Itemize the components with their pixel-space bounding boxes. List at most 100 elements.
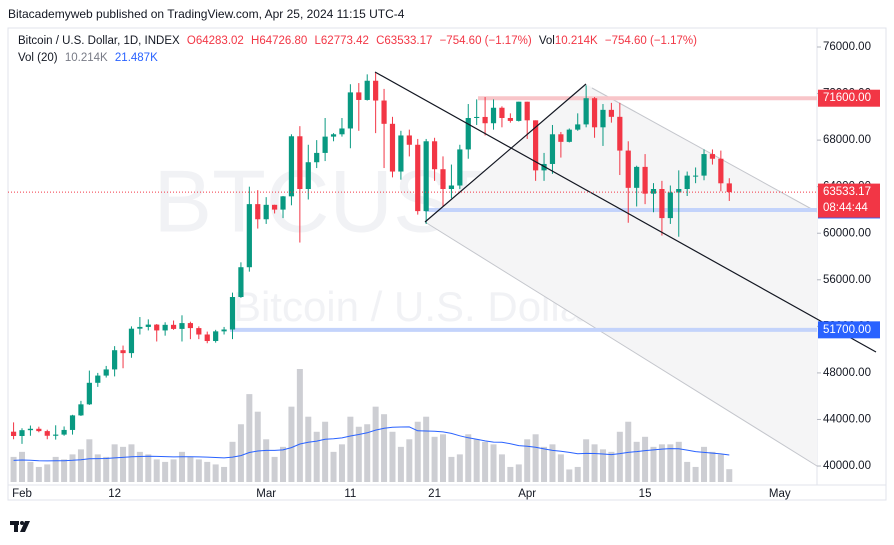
volume-bar (498, 454, 505, 482)
candle-body (558, 134, 564, 142)
volume-bar (305, 416, 312, 482)
candle-body (709, 154, 716, 159)
candle-body (516, 101, 522, 121)
volume-bar (557, 454, 564, 482)
trend-line (374, 71, 877, 353)
volume-bar (120, 446, 127, 482)
legend-close: C63533.17 (376, 35, 433, 47)
volume-bar (397, 446, 404, 482)
candle-body (120, 350, 126, 354)
volume-bar (27, 461, 34, 482)
candle-body (322, 136, 328, 153)
volume-bar (633, 441, 640, 482)
volume-bar (77, 449, 84, 482)
vol-value: 10.214K (64, 52, 108, 64)
candle-body (288, 136, 295, 197)
candle-body (499, 107, 505, 118)
candle-body (507, 117, 513, 121)
candle-body (339, 128, 345, 135)
candle-body (162, 324, 168, 331)
price-axis: 40000.0044000.0048000.0052000.0056000.00… (8, 41, 880, 500)
volume-bar (541, 446, 548, 482)
volume-bar (482, 441, 489, 482)
volume-bar (280, 446, 287, 482)
candle-body (145, 324, 151, 327)
candle-body (474, 116, 480, 118)
candle-body (179, 323, 185, 329)
candle-body (490, 107, 497, 124)
candle-body (154, 324, 160, 331)
candle-body (541, 163, 547, 171)
legend-open: O64283.02 (186, 35, 244, 47)
last-price-label: 63533.17 (823, 186, 871, 198)
legend-high: H64726.80 (251, 35, 308, 47)
volume-bar (212, 464, 219, 482)
candle-body (583, 98, 589, 125)
volume-bar (591, 444, 598, 482)
volume-bar (94, 454, 101, 482)
volume-bar (19, 451, 25, 482)
volume-bar (414, 421, 421, 482)
y-tick-label: 44000.00 (823, 413, 871, 425)
publisher: Bitacademyweb published on TradingView.c… (8, 7, 405, 21)
legend-change: −754.60 (−1.17%) (439, 35, 532, 47)
volume-bar (288, 406, 295, 482)
level-label: 71600.00 (823, 92, 871, 104)
candle-body (457, 149, 463, 186)
logo-part (20, 521, 24, 525)
candle-body (642, 166, 648, 194)
volume-bar (599, 449, 606, 482)
volume-legend: Vol (20) 10.214K 21.487K (18, 52, 162, 64)
candle-body (272, 204, 278, 210)
y-tick-label: 40000.00 (823, 460, 871, 472)
candle-body (86, 382, 92, 405)
candle-body (389, 123, 396, 172)
candle-body (373, 80, 379, 101)
volume-bar (658, 444, 665, 482)
volume-bar (103, 456, 110, 482)
candle-body (465, 117, 471, 150)
candle-body (213, 331, 219, 342)
legend-low: L62773.42 (314, 35, 369, 47)
volume-bar (237, 424, 244, 482)
candle-body (591, 98, 598, 128)
candle-body (246, 204, 252, 268)
candle-body (314, 152, 320, 163)
legend-vol-label: Vol (538, 35, 555, 47)
volume-bar (465, 434, 472, 482)
candle-body (566, 129, 572, 142)
candle-body (187, 323, 193, 329)
volume-bar (35, 466, 42, 482)
candle-body (280, 196, 286, 210)
volume-bar (153, 459, 160, 482)
volume-bar (61, 459, 68, 482)
level-label: 51700.00 (823, 324, 871, 336)
volume-bar (330, 451, 337, 482)
y-tick-label: 60000.00 (823, 227, 871, 239)
volume-bar (229, 441, 236, 482)
volume-bar (625, 421, 632, 482)
volume-bar (574, 466, 581, 482)
x-tick-label: 12 (108, 488, 121, 500)
volume-bar (111, 444, 118, 482)
volume-bar (195, 459, 202, 482)
volume-bar (583, 439, 590, 482)
volume-bar (162, 461, 169, 482)
volume-bar (490, 444, 497, 482)
volume-bar (675, 441, 682, 482)
candle-body (726, 183, 732, 193)
volume-bar (650, 446, 657, 482)
candle-body (423, 141, 429, 212)
volume-pane (10, 369, 733, 482)
volume-bar (254, 411, 261, 482)
y-tick-label: 48000.00 (823, 367, 871, 379)
volume-bar (608, 451, 615, 482)
candle-body (533, 120, 539, 171)
candle-body (364, 80, 370, 100)
volume-bar (726, 469, 733, 482)
volume-bar (221, 466, 228, 482)
volume-bar (717, 454, 724, 482)
y-tick-label: 56000.00 (823, 274, 871, 286)
volume-bar (145, 454, 152, 482)
